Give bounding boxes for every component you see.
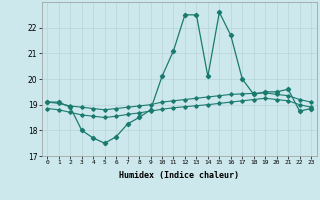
X-axis label: Humidex (Indice chaleur): Humidex (Indice chaleur) <box>119 171 239 180</box>
